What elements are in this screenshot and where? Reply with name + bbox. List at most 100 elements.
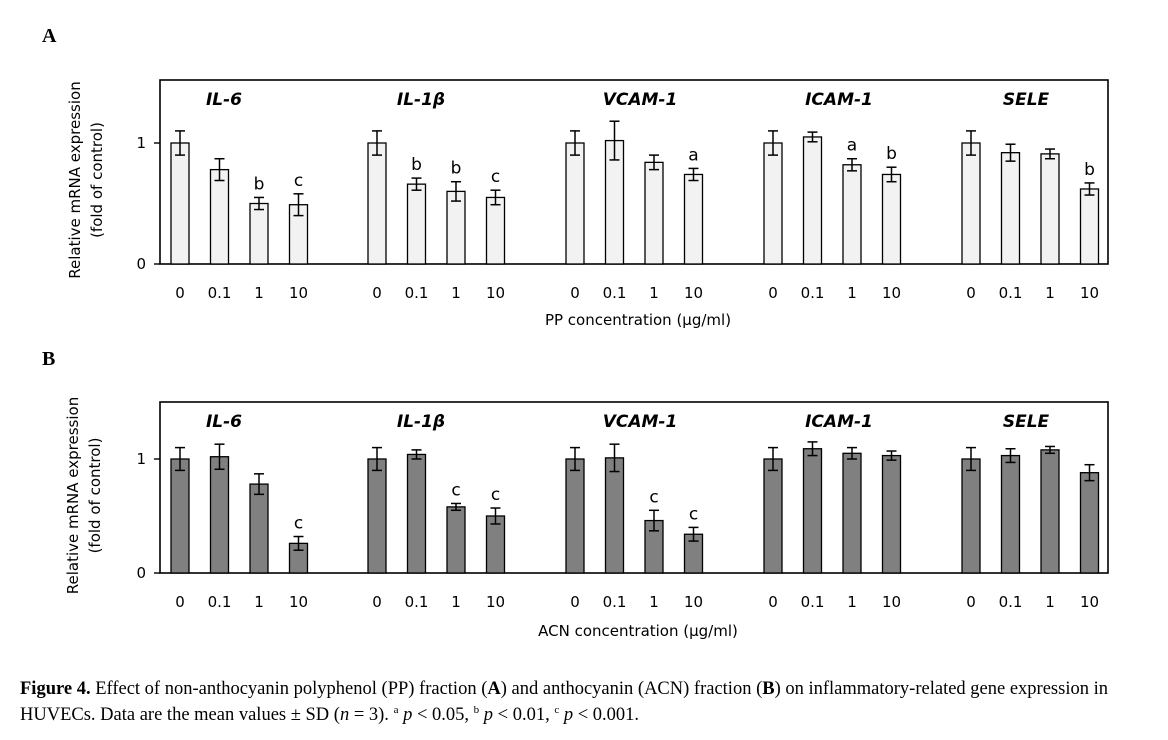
caption-p-symbol: p	[563, 705, 574, 725]
gene-label: ICAM-1	[805, 412, 873, 432]
significance-label: c	[294, 514, 303, 534]
panel-letter: B	[42, 348, 55, 370]
significance-label: b	[886, 144, 897, 164]
gene-label: SELE	[1003, 412, 1050, 432]
panel-letter: A	[42, 25, 57, 47]
bar	[763, 458, 783, 574]
bar	[881, 454, 902, 574]
bar	[842, 452, 862, 574]
bar	[961, 458, 981, 574]
y-axis-title: Relative mRNA expression	[66, 81, 84, 278]
y-axis-title: (fold of control)	[86, 438, 104, 554]
bar	[1079, 188, 1100, 265]
caption-text: < 0.05,	[412, 705, 474, 725]
bar	[1000, 152, 1021, 265]
x-tick-label: 0.1	[999, 593, 1023, 611]
figure-caption: Figure 4. Effect of non-anthocyanin poly…	[20, 676, 1150, 728]
significance-label: a	[847, 136, 857, 156]
plot-frame	[159, 79, 1109, 265]
x-tick-label: 0	[175, 284, 185, 302]
caption-panel-a-ref: A	[487, 679, 501, 699]
x-tick-label: 10	[684, 593, 703, 611]
caption-text: ) on inflammatory-related gene expressio…	[20, 679, 1108, 725]
bar	[1040, 449, 1060, 574]
significance-label: c	[491, 167, 500, 187]
x-tick-label: 0	[966, 593, 976, 611]
x-tick-label: 0	[768, 593, 778, 611]
x-tick-label: 0	[570, 284, 580, 302]
caption-p-symbol: p	[483, 705, 494, 725]
bar	[763, 142, 783, 265]
x-tick-label: 10	[289, 593, 308, 611]
bar	[1079, 472, 1100, 574]
caption-text: Effect of non-anthocyanin polyphenol (PP…	[90, 679, 488, 699]
bar	[802, 448, 823, 574]
bar	[170, 458, 190, 574]
y-tick-label: 0	[136, 255, 146, 273]
bar	[249, 483, 269, 574]
bar	[367, 458, 387, 574]
y-axis-title: (fold of control)	[88, 122, 106, 238]
caption-text: = 3).	[349, 705, 394, 725]
x-tick-label: 0	[570, 593, 580, 611]
x-tick-label: 1	[847, 284, 857, 302]
bar	[446, 190, 466, 265]
bar	[842, 164, 862, 265]
significance-label: b	[1084, 160, 1095, 180]
x-tick-label: 10	[882, 284, 901, 302]
x-tick-label: 0	[966, 284, 976, 302]
y-tick-label: 1	[136, 450, 146, 468]
caption-sup-c: c	[554, 703, 560, 716]
bar	[1040, 153, 1060, 265]
significance-label: a	[688, 145, 698, 165]
x-tick-label: 0.1	[999, 284, 1023, 302]
bar	[485, 196, 506, 265]
bar	[644, 161, 664, 265]
x-axis-title: ACN concentration (μg/ml)	[538, 622, 738, 640]
x-axis-title: PP concentration (μg/ml)	[545, 311, 731, 329]
x-tick-label: 1	[1045, 593, 1055, 611]
caption-text: < 0.001.	[573, 705, 640, 725]
x-tick-label: 10	[1080, 284, 1099, 302]
caption-panel-b-ref: B	[762, 679, 775, 699]
x-tick-label: 1	[254, 284, 264, 302]
x-tick-label: 10	[486, 593, 505, 611]
x-tick-label: 0.1	[405, 284, 429, 302]
bar	[881, 173, 902, 265]
y-tick-label: 1	[136, 134, 146, 152]
gene-label: IL-1β	[397, 90, 445, 110]
x-tick-label: 1	[451, 593, 461, 611]
caption-figure-label: Figure 4.	[20, 679, 91, 699]
x-tick-label: 0.1	[801, 284, 825, 302]
bar	[802, 136, 823, 265]
bar	[406, 453, 427, 574]
x-tick-label: 10	[486, 284, 505, 302]
caption-p-symbol: p	[403, 705, 413, 725]
significance-label: c	[294, 171, 303, 191]
bar	[1000, 454, 1021, 574]
significance-label: c	[491, 485, 500, 505]
bar	[367, 142, 387, 265]
x-tick-label: 0.1	[801, 593, 825, 611]
bar	[209, 456, 230, 574]
x-tick-label: 1	[451, 284, 461, 302]
gene-label: VCAM-1	[603, 90, 678, 110]
x-tick-label: 0	[372, 284, 382, 302]
bar	[565, 142, 585, 265]
caption-text: ) and anthocyanin (ACN) fraction (	[500, 679, 763, 699]
significance-label: c	[451, 480, 460, 500]
x-tick-label: 1	[1045, 284, 1055, 302]
significance-label: b	[451, 159, 462, 179]
gene-label: IL-1β	[397, 412, 445, 432]
gene-label: SELE	[1003, 90, 1050, 110]
significance-label: c	[649, 487, 658, 507]
x-tick-label: 0	[768, 284, 778, 302]
bar	[565, 458, 585, 574]
gene-label: ICAM-1	[805, 90, 873, 110]
bar	[406, 183, 427, 265]
x-tick-label: 0.1	[405, 593, 429, 611]
bar	[446, 506, 466, 574]
x-tick-label: 0.1	[208, 593, 232, 611]
bar	[170, 142, 190, 265]
